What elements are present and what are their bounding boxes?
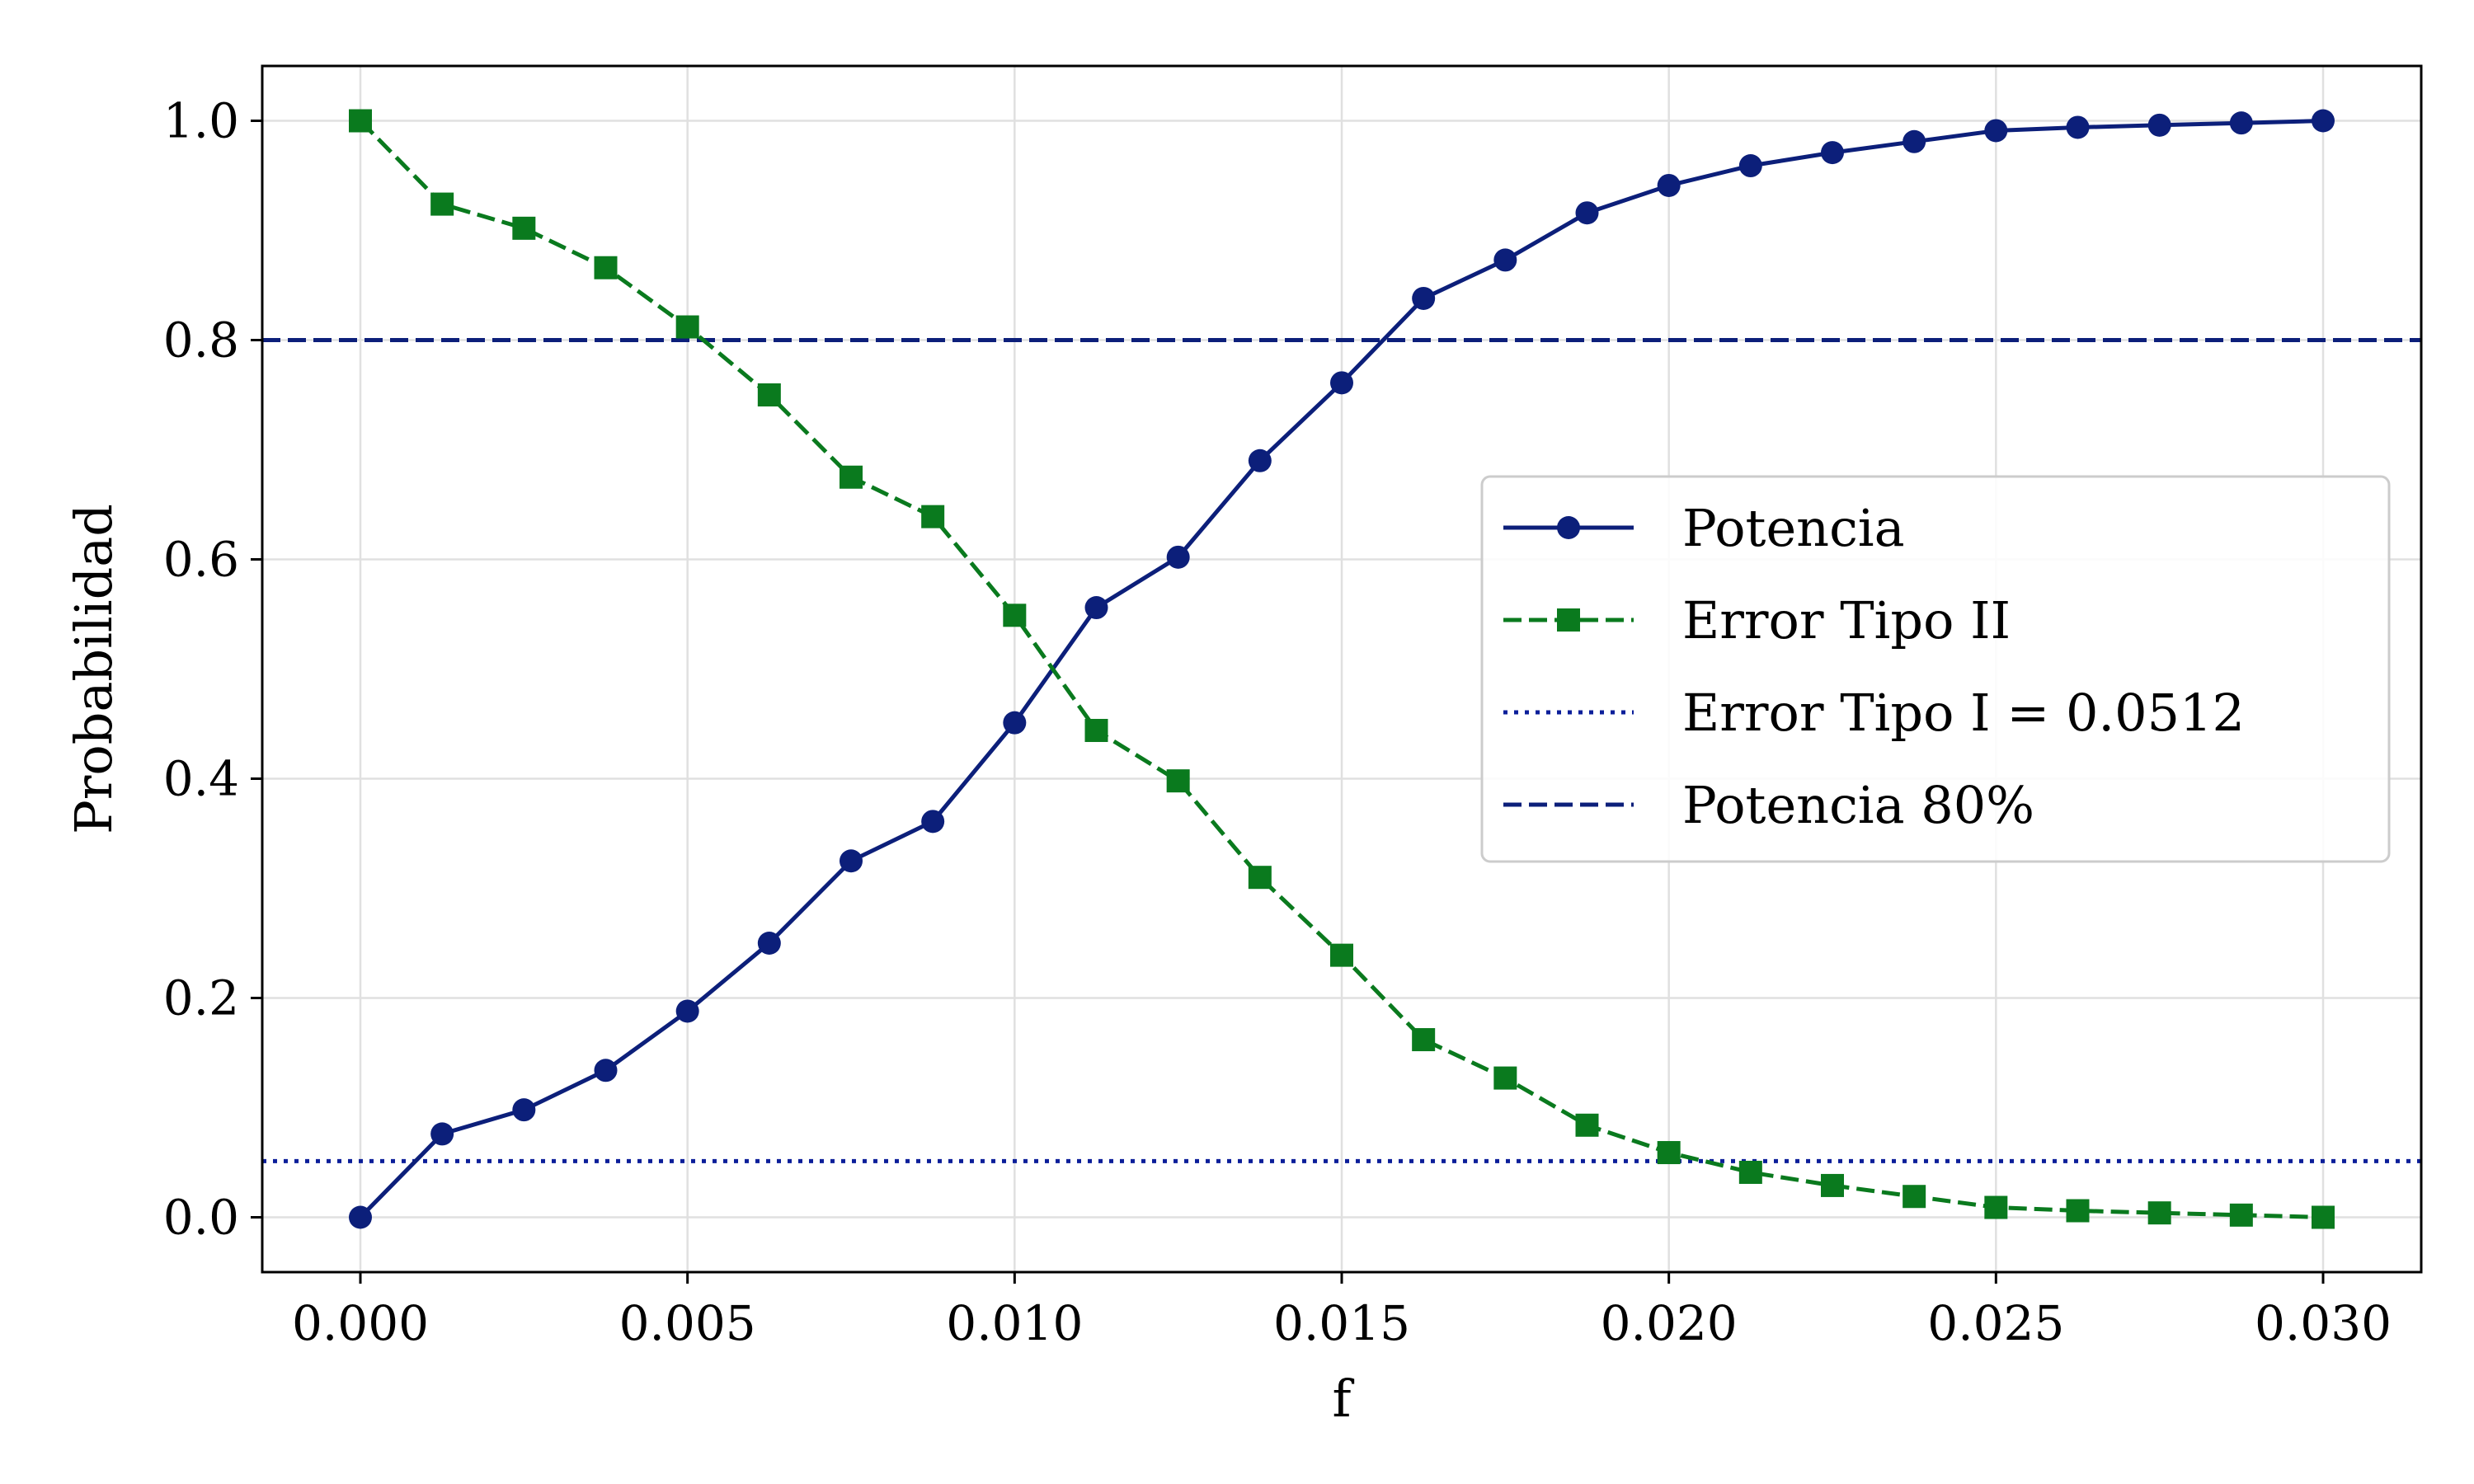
potencia-point — [1821, 141, 1844, 165]
potencia-point — [921, 810, 945, 834]
potencia-point — [1903, 129, 1926, 153]
error-tipo-ii-point — [1903, 1185, 1926, 1209]
potencia-point — [757, 932, 781, 955]
error-tipo-ii-point — [1821, 1173, 1844, 1197]
series-layer — [349, 109, 2335, 1229]
y-tick-label: 1.0 — [163, 93, 239, 149]
error-tipo-ii-point — [2229, 1203, 2253, 1227]
error-tipo-ii-point — [1248, 866, 1272, 890]
reference-lines — [262, 338, 2421, 1163]
legend-item-error-tipo-ii-label: Error Tipo II — [1682, 590, 2011, 650]
error-tipo-ii-point — [2312, 1205, 2335, 1229]
legend-box — [1480, 475, 2391, 863]
legend-item-error-tipo-ii-marker — [1557, 608, 1580, 632]
y-tick-label: 0.8 — [163, 312, 239, 369]
potencia-point — [2066, 115, 2090, 139]
error-tipo-ii-point — [1412, 1028, 1436, 1052]
potencia-point — [1575, 201, 1599, 225]
error-tipo-ii-point — [1003, 603, 1027, 627]
potencia-point — [349, 1205, 372, 1229]
error-tipo-ii-point — [1657, 1141, 1681, 1165]
potencia-point — [1657, 173, 1681, 197]
legend-item-error-tipo-i-label: Error Tipo I = 0.0512 — [1682, 683, 2245, 743]
potencia-point — [840, 849, 863, 873]
x-tick-label: 0.020 — [1601, 1295, 1738, 1351]
potencia-point — [1166, 545, 1190, 569]
potencia-point — [1493, 248, 1517, 272]
legend-item-potencia-80-label: Potencia 80% — [1682, 775, 2034, 835]
error-tipo-ii-point — [1084, 718, 1108, 742]
y-tick-label: 0.2 — [163, 970, 239, 1026]
x-tick-label: 0.005 — [619, 1295, 756, 1351]
x-tick-label: 0.010 — [946, 1295, 1083, 1351]
error-tipo-ii-point — [1330, 943, 1353, 967]
x-axis-ticks: 0.000 0.005 0.010 0.015 0.020 0.025 0.030 — [292, 1272, 2392, 1351]
y-axis-ticks: 0.0 0.2 0.4 0.6 0.8 1.0 — [163, 93, 262, 1246]
potencia-point — [2312, 109, 2335, 133]
y-tick-label: 0.0 — [163, 1190, 239, 1246]
error-tipo-ii-point — [757, 383, 781, 406]
error-tipo-ii-point — [1166, 769, 1190, 793]
potencia-point — [2147, 113, 2171, 137]
error-tipo-ii-point — [1738, 1160, 1762, 1184]
error-tipo-ii-point — [512, 216, 536, 240]
potencia-point — [1330, 371, 1353, 395]
potencia-point — [1984, 119, 2008, 143]
error-tipo-ii-point — [1575, 1113, 1599, 1137]
potencia-point — [1412, 286, 1436, 310]
error-tipo-ii-point — [2066, 1199, 2090, 1223]
potencia-point — [1248, 448, 1272, 472]
error-tipo-ii-point — [594, 256, 618, 279]
potencia-point — [430, 1122, 454, 1146]
legend-item-potencia-marker — [1557, 516, 1580, 539]
x-axis-label: f — [1333, 1369, 1355, 1429]
potencia-point — [675, 999, 699, 1023]
error-tipo-ii-point — [675, 315, 699, 339]
error-tipo-ii-point — [430, 192, 454, 216]
potencia-point — [2229, 111, 2253, 135]
x-tick-label: 0.030 — [2255, 1295, 2392, 1351]
error-tipo-ii-point — [840, 465, 863, 489]
x-tick-label: 0.015 — [1273, 1295, 1410, 1351]
x-tick-label: 0.025 — [1927, 1295, 2064, 1351]
y-axis-label: Probabilidad — [63, 504, 124, 834]
legend-item-potencia-label: Potencia — [1682, 498, 1905, 558]
legend: Potencia Error Tipo II Error Tipo I = 0.05… — [1480, 475, 2391, 863]
potencia-point — [1084, 596, 1108, 620]
error-tipo-ii-point — [1493, 1066, 1517, 1090]
potencia-point — [1003, 711, 1027, 735]
error-tipo-ii-point — [1984, 1195, 2008, 1219]
error-tipo-ii-point — [921, 505, 945, 528]
error-tipo-ii-point — [349, 109, 372, 133]
y-tick-label: 0.6 — [163, 532, 239, 588]
y-tick-label: 0.4 — [163, 751, 239, 807]
error-tipo-ii-point — [2147, 1201, 2171, 1225]
potencia-point — [512, 1098, 536, 1122]
potencia-point — [1738, 154, 1762, 178]
potencia-point — [594, 1059, 618, 1082]
x-tick-label: 0.000 — [292, 1295, 429, 1351]
